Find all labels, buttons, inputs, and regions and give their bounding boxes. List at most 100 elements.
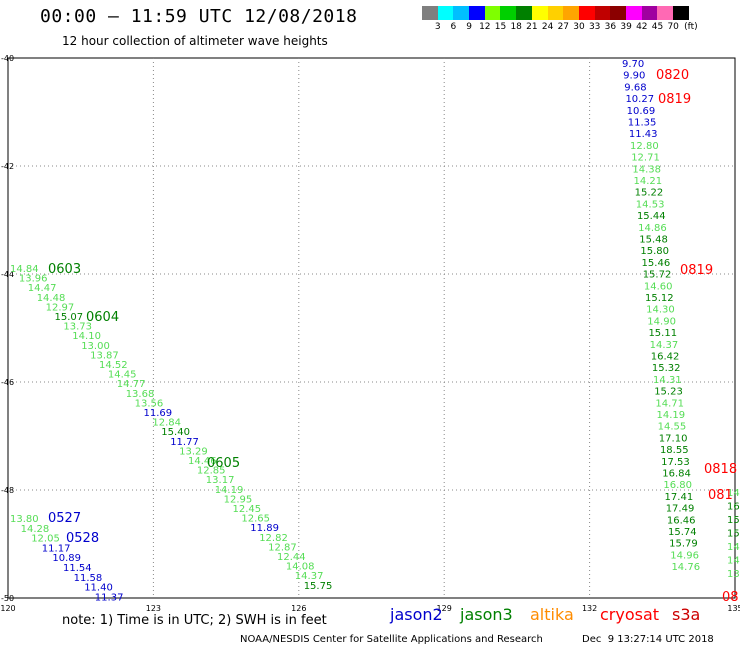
track-label: 0604 [86,310,119,325]
swh-value: 13.96 [19,274,48,285]
swh-value: 15.44 [637,211,666,222]
legend-swatch [657,6,673,20]
swh-value: 17.49 [666,504,695,515]
legend-swatch [625,6,642,20]
lon-tick-label: 129 [437,604,452,613]
lon-tick-label: 132 [582,604,597,613]
swh-value: 16. [727,502,740,513]
swh-value: 15.46 [642,258,671,269]
lat-tick-label: -48 [1,486,14,495]
swh-value: 11.35 [628,118,657,129]
swh-value: 15.07 [55,312,84,323]
swh-value: 11.89 [250,523,279,534]
swh-value: 14.48 [37,293,66,304]
legend-label: 33 [588,22,601,32]
map-grid [7,57,736,599]
legend-label: 45 [651,22,664,32]
page-title: 00:00 – 11:59 UTC 12/08/2018 [40,6,358,27]
swh-value: 15.74 [668,527,697,538]
swh-value: 13.68 [126,389,155,400]
swh-value: 15.80 [640,246,669,257]
track-label: 0527 [48,511,81,526]
lat-tick-label: -44 [1,270,14,279]
satellite-name: cryosat [600,605,660,624]
lon-tick-label: 135 [727,604,740,613]
legend-swatch [578,6,595,20]
swh-value: 14.53 [636,199,665,210]
swh-value: 14.10 [72,331,101,342]
satellite-name: altika [530,605,574,624]
lon-tick-label: 120 [0,604,15,613]
legend-label: 39 [620,22,632,32]
swh-value: 14.46 [188,456,217,467]
track-label: 08 [722,590,739,605]
legend-label: 18 [510,22,522,32]
swh-value: 16.80 [663,480,692,491]
legend-swatch [500,6,517,20]
swh-value: 11.37 [95,592,124,603]
swh-value: 15.79 [669,539,698,550]
swh-value: 14.77 [117,379,146,390]
swh-value: 13.87 [90,350,119,361]
swh-value: 12.95 [224,494,253,505]
legend-swatch [641,6,658,20]
swh-value: 11.43 [629,129,658,140]
swh-value: 12.71 [631,153,660,164]
swh-value: 13.73 [63,322,92,333]
swh-value: 13.17 [206,475,235,486]
legend-label: 3 [434,22,441,32]
legend-label: 42 [636,22,648,32]
swh-values: 14.8413.9614.4714.4812.9715.0713.7314.10… [10,59,740,603]
swh-value: 13.80 [10,514,39,525]
legend-label: 9 [466,22,472,32]
legend-swatch [610,6,626,20]
satellite-name: s3a [672,605,701,624]
generated-time: Dec 9 13:27:14 UTC 2018 [582,634,714,645]
swh-value: 15.40 [161,427,190,438]
legend-label: 15 [494,22,507,32]
swh-value: 14.37 [650,340,679,351]
legend-swatch [453,6,470,20]
swh-value: 14.52 [99,360,128,371]
swh-value: 15.72 [643,270,672,281]
swh-value: 10.89 [52,553,81,564]
legend-swatch [422,6,438,20]
satellite-name: jason3 [460,605,513,624]
swh-value: 11.58 [74,573,103,584]
lat-tick-label: -50 [1,594,14,603]
swh-value: 14.96 [670,550,699,561]
swh-value: 14.21 [634,176,663,187]
swh-value: 18.55 [660,445,689,456]
swh-value: 13.80 [727,569,740,580]
track-label: 081 [708,488,733,503]
swh-value: 15.37 [727,529,740,540]
swh-value: 14. [727,488,740,499]
legend-label: 6 [450,22,457,32]
swh-value: 14.84 [10,264,39,275]
lat-tick-label: -40 [1,54,14,63]
swh-value: 14.73 [727,542,740,553]
legend-swatch [484,6,501,20]
track-label: 0603 [48,262,81,277]
swh-value: 13.29 [179,446,208,457]
swh-value: 12.87 [268,542,297,553]
swh-value: 15.48 [639,235,668,246]
swh-value: 15.75 [304,581,333,592]
legend-swatch [531,6,548,20]
swh-value: 13.56 [135,398,164,409]
swh-value: 14.30 [646,305,675,316]
swh-value: 16.46 [667,515,696,526]
swh-value: 11.40 [84,583,113,594]
map-axes: 120 123 126 129 132 135 -40 -42 -44 -46 -48 -50 [0,54,740,613]
swh-value: 17.53 [661,457,690,468]
legend-label: 36 [604,22,617,32]
track-label: 0818 [704,462,737,477]
track-label: 0528 [66,531,99,546]
legend-label: 24 [541,22,554,32]
track-label: 0819 [680,263,713,278]
swh-value: 11.54 [63,563,92,574]
swh-value: 13.00 [81,341,110,352]
swh-value: 11.17 [42,543,71,554]
credit-line: NOAA/NESDIS Center for Satellite Applica… [240,634,543,645]
